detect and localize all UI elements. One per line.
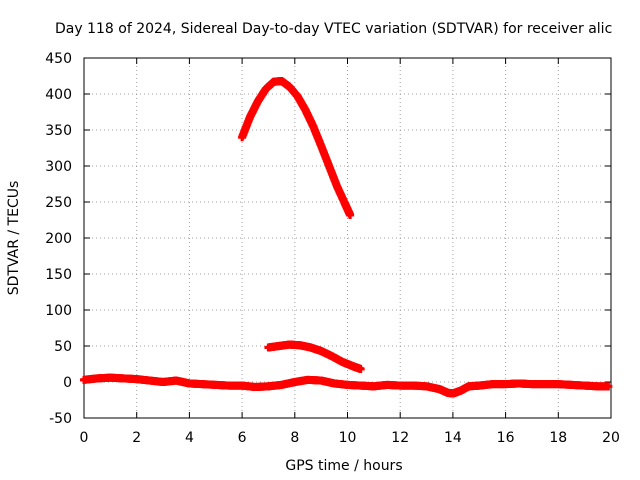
data-point	[346, 210, 355, 219]
y-tick-label: 150	[45, 267, 72, 283]
chart-title: Day 118 of 2024, Sidereal Day-to-day VTE…	[55, 21, 612, 37]
y-tick-label: 50	[54, 339, 72, 355]
x-tick-label: 2	[132, 430, 141, 446]
y-tick-label: 250	[45, 195, 72, 211]
x-tick-label: 12	[391, 430, 409, 446]
data-points	[80, 77, 613, 398]
y-tick-label: 450	[45, 51, 72, 67]
axis-ticks: 0 2 4 6 8 10 12 14 16 18 20 -50 0 50 100 150 200 250 300 35…	[45, 51, 620, 446]
x-tick-label: 14	[444, 430, 462, 446]
y-axis-label: SDTVAR / TECUs	[6, 181, 22, 296]
series-high-arc	[238, 77, 355, 219]
x-tick-label: 20	[602, 430, 620, 446]
grid-lines	[84, 58, 611, 418]
x-tick-label: 16	[497, 430, 515, 446]
y-tick-label: 400	[45, 87, 72, 103]
series-baseline	[80, 373, 613, 398]
x-tick-label: 4	[185, 430, 194, 446]
data-point	[604, 382, 613, 391]
y-tick-label: 200	[45, 231, 72, 247]
data-point	[356, 365, 365, 374]
y-tick-label: 100	[45, 303, 72, 319]
x-tick-label: 18	[549, 430, 567, 446]
y-tick-label: 0	[63, 375, 72, 391]
x-tick-label: 10	[339, 430, 357, 446]
x-tick-label: 8	[290, 430, 299, 446]
series-mid-arc	[264, 340, 365, 374]
y-tick-label: 350	[45, 123, 72, 139]
x-tick-label: 0	[80, 430, 89, 446]
x-tick-label: 6	[238, 430, 247, 446]
x-axis-label: GPS time / hours	[285, 458, 402, 474]
y-tick-label: -50	[49, 411, 72, 427]
y-tick-label: 300	[45, 159, 72, 175]
